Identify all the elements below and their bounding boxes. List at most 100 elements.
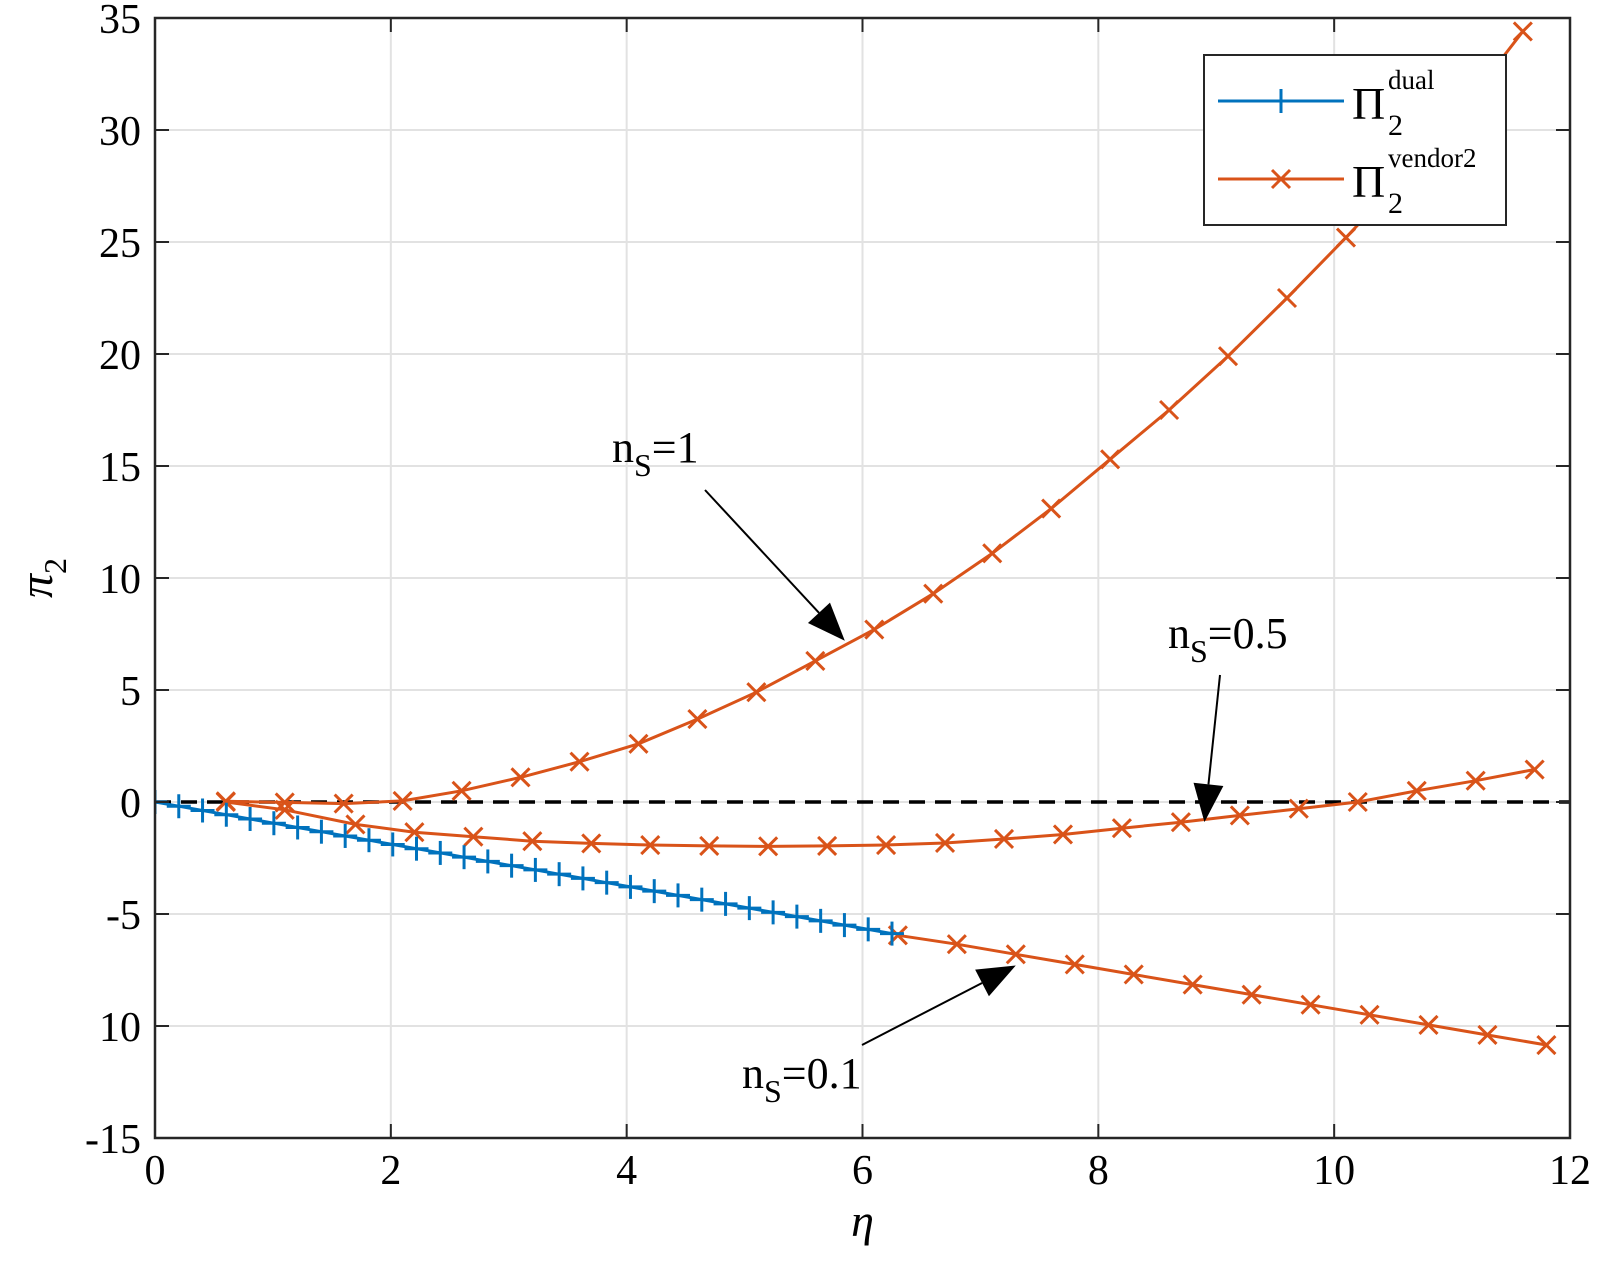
x-marker — [404, 822, 425, 843]
x-marker — [1512, 21, 1533, 42]
annotation-label: nS=1 — [612, 423, 699, 483]
x-marker — [522, 831, 543, 852]
x-marker — [451, 780, 472, 801]
x-marker — [463, 826, 484, 847]
annotation-label: nS=0.1 — [742, 1049, 862, 1109]
x-marker — [628, 733, 649, 754]
x-marker — [1052, 824, 1074, 845]
x-marker — [510, 767, 531, 788]
x-axis-label: η — [851, 1195, 874, 1246]
legend-box — [1203, 54, 1507, 226]
x-marker — [1276, 287, 1298, 309]
grid — [155, 18, 1570, 1138]
x-tick-label: 6 — [852, 1148, 873, 1194]
x-marker — [1241, 984, 1262, 1005]
x-marker — [1229, 805, 1250, 826]
x-marker — [1064, 954, 1085, 975]
annotation-arrowhead — [975, 965, 1016, 997]
legend-entry-dual: Π2dual — [1218, 65, 1435, 142]
x-marker — [1270, 168, 1292, 190]
annotation-1: nS=0.5 — [1168, 609, 1288, 823]
x-tick-label: 4 — [616, 1148, 637, 1194]
y-tick-label: 10 — [99, 557, 141, 603]
axes — [153, 16, 1572, 1140]
x-marker — [274, 799, 295, 820]
x-tick-label: 10 — [1313, 1148, 1355, 1194]
x-marker — [1100, 449, 1121, 470]
annotation-arrow-line — [1207, 674, 1221, 785]
x-marker — [1217, 346, 1239, 367]
legend-label: Π2vendor2 — [1352, 143, 1476, 220]
annotation-arrow-line — [704, 489, 820, 614]
series — [155, 21, 1557, 1056]
legend-entry-vendor2: Π2vendor2 — [1218, 143, 1476, 220]
series-dual-3 — [155, 790, 904, 946]
x-marker — [1465, 770, 1486, 791]
tick-labels: 0 2 4 6 8 10 12 35 30 25 20 15 10 5 0 -5 10 -15 — [85, 0, 1591, 1194]
x-tick-label: 2 — [380, 1148, 401, 1194]
annotation-label: nS=0.5 — [1168, 609, 1288, 669]
x-marker — [392, 790, 413, 811]
x-marker — [1536, 1034, 1557, 1056]
x-marker — [1300, 994, 1321, 1015]
x-marker — [746, 682, 767, 703]
x-marker — [345, 814, 366, 835]
y-tick-label: -5 — [106, 893, 141, 939]
y-axis-label: π2 — [10, 558, 73, 598]
axis-labels: η π2 — [10, 558, 874, 1246]
y-tick-label: 15 — [99, 445, 141, 491]
y-tick-label: 20 — [99, 333, 141, 379]
x-marker — [640, 834, 661, 856]
x-marker — [1347, 791, 1368, 813]
x-marker — [982, 543, 1003, 564]
y-tick-label: 30 — [99, 109, 141, 155]
x-marker — [569, 751, 590, 772]
x-marker — [1170, 812, 1191, 833]
x-marker — [215, 791, 236, 813]
x-marker — [1335, 227, 1357, 248]
series-vendor2-2 — [887, 925, 1557, 1056]
annotations: nS=1 nS=0.5 nS=0.1 — [612, 423, 1288, 1109]
x-tick-label: 0 — [145, 1148, 166, 1194]
y-tick-label: -15 — [85, 1117, 141, 1163]
series-vendor2-1 — [215, 759, 1545, 857]
x-marker — [1005, 944, 1026, 965]
x-marker — [1288, 798, 1309, 819]
legend-label: Π2dual — [1352, 65, 1435, 142]
x-marker — [333, 793, 354, 814]
x-marker — [1123, 964, 1144, 985]
x-marker — [934, 832, 956, 854]
x-marker — [1418, 1014, 1439, 1035]
x-marker — [1406, 780, 1427, 801]
x-marker — [864, 619, 885, 640]
x-marker — [946, 934, 967, 955]
y-tick-label: 0 — [120, 781, 141, 827]
x-marker — [1041, 498, 1062, 519]
x-marker — [817, 835, 838, 856]
x-marker — [1182, 974, 1203, 995]
annotation-arrowhead — [1193, 782, 1224, 823]
annotation-arrow-line — [861, 982, 983, 1046]
x-marker — [1524, 759, 1545, 780]
x-marker — [1111, 818, 1132, 839]
x-marker — [876, 834, 897, 856]
y-tick-label: 25 — [99, 221, 141, 267]
x-tick-label: 12 — [1549, 1148, 1591, 1194]
annotation-arrowhead — [807, 602, 845, 641]
x-marker — [1359, 1004, 1380, 1025]
x-marker — [1159, 399, 1180, 421]
x-marker — [993, 828, 1015, 850]
x-marker — [581, 833, 602, 854]
y-tick-label: 5 — [120, 669, 141, 715]
x-marker — [1477, 1024, 1498, 1046]
y-tick-label: 10 — [99, 1005, 141, 1051]
x-tick-label: 8 — [1088, 1148, 1109, 1194]
x-marker — [758, 836, 779, 857]
y-tick-label: 35 — [99, 0, 141, 43]
x-marker — [805, 650, 826, 671]
x-marker — [687, 709, 708, 730]
series-line — [897, 933, 1547, 1047]
x-marker — [699, 835, 720, 856]
